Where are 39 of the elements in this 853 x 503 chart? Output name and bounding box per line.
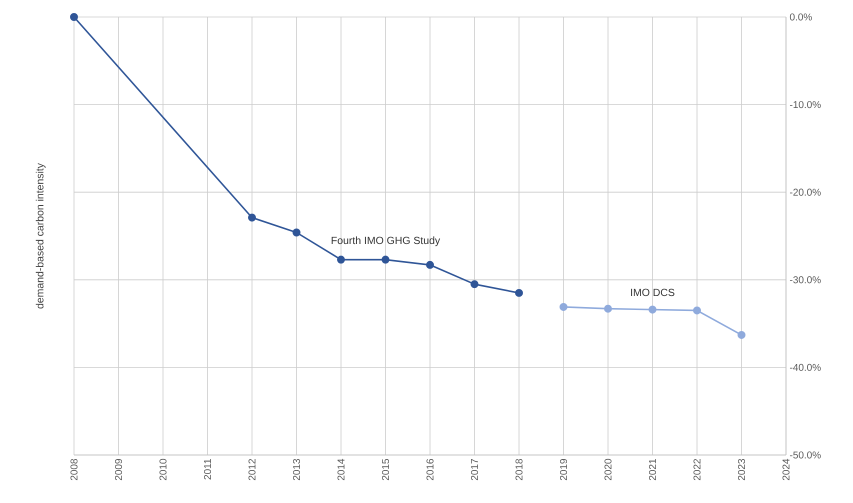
- x-tick-label: 2008: [70, 458, 78, 480]
- x-tick-label: 2019: [560, 458, 568, 480]
- y-tick-label: -20.0%: [790, 188, 821, 196]
- x-tick-label: 2017: [470, 459, 478, 480]
- x-tick-label: 2016: [426, 458, 434, 480]
- y-tick-label: -40.0%: [790, 364, 821, 371]
- y-tick-label: -30.0%: [790, 276, 821, 284]
- point: [604, 304, 612, 313]
- x-tick-label: 2010: [159, 458, 167, 480]
- x-tick-label: 2009: [114, 458, 122, 480]
- point: [426, 260, 434, 269]
- y-tick-label: -50.0%: [790, 451, 821, 459]
- x-tick-label: 2023: [738, 458, 746, 480]
- point: [248, 214, 256, 222]
- x-tick-label: 2021: [648, 459, 656, 480]
- x-tick-label: 2022: [693, 459, 701, 480]
- x-tick-label: 2014: [337, 458, 345, 480]
- y-tick-label: 0.0%: [790, 13, 812, 21]
- x-tick-label: 2020: [604, 458, 612, 480]
- point: [337, 256, 345, 264]
- point: [515, 288, 523, 297]
- x-tick-label: 2018: [515, 458, 523, 480]
- point: [70, 13, 78, 21]
- y-axis-title: demand-based carbon intensity: [36, 163, 46, 309]
- point: [738, 331, 746, 339]
- x-tick-label: 2012: [248, 459, 256, 480]
- x-tick-label: 2024: [782, 458, 790, 480]
- series-label: IMO DCS: [631, 288, 674, 296]
- y-tick-label: -10.0%: [790, 101, 821, 108]
- point: [648, 306, 656, 314]
- point: [382, 256, 390, 264]
- x-tick-label: 2011: [204, 459, 212, 480]
- point: [292, 228, 300, 236]
- x-tick-label: 2015: [382, 458, 390, 480]
- point: [470, 280, 478, 288]
- point: [693, 306, 701, 314]
- x-tick-label: 2013: [292, 458, 300, 480]
- point: [560, 302, 568, 311]
- series-label: Fourth IMO GHG Study: [332, 236, 440, 246]
